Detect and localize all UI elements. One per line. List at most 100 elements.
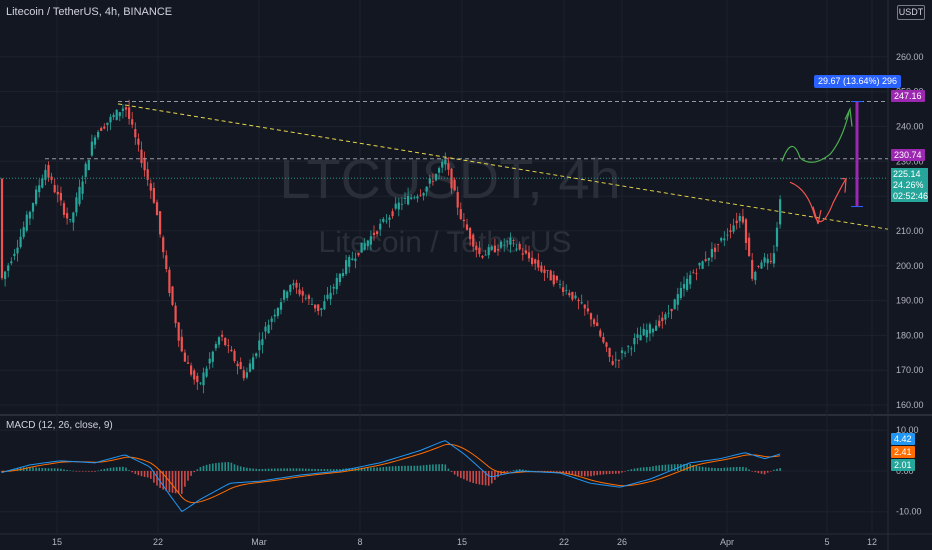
candle-body — [372, 232, 376, 236]
candle-body — [397, 202, 400, 210]
candle-body — [78, 186, 81, 205]
candle-body — [354, 258, 357, 261]
candle-body — [676, 294, 679, 305]
macd-histogram-bar — [94, 470, 96, 472]
macd-histogram-bar — [53, 468, 56, 471]
candle-body — [490, 246, 493, 250]
candle-body — [186, 362, 190, 364]
macd-histogram-bar — [627, 470, 629, 471]
macd-histogram-bar — [193, 470, 195, 473]
candle-body — [686, 278, 689, 290]
candle-body — [38, 185, 41, 193]
macd-line — [1, 440, 781, 513]
symbol-title[interactable]: Litecoin / TetherUS, 4h, BINANCE — [6, 6, 173, 18]
macd-histogram-bar — [100, 469, 102, 471]
macd-histogram-bar — [704, 467, 707, 471]
macd-histogram-bar — [580, 470, 583, 477]
candle-body — [642, 328, 645, 336]
candle-body — [106, 122, 109, 125]
candle-body — [382, 218, 385, 222]
time-tick-label: Mar — [251, 537, 267, 547]
candle-body — [487, 247, 490, 256]
candle-body — [608, 347, 611, 357]
candle-body — [704, 259, 707, 262]
candle-body — [639, 334, 642, 341]
macd-histogram-bar — [661, 464, 664, 471]
candle-body — [211, 351, 214, 362]
macd-histogram-bar — [618, 470, 620, 474]
macd-histogram-bar — [109, 467, 112, 471]
macd-histogram-bar — [267, 468, 270, 471]
macd-histogram-bar — [636, 468, 639, 471]
macd-histogram-bar — [407, 465, 409, 471]
candle-body — [97, 131, 100, 138]
candle-body — [304, 297, 307, 299]
macd-histogram-bar — [84, 470, 87, 472]
macd-histogram-bar — [562, 470, 564, 473]
candle-body — [56, 191, 59, 195]
candle-body — [503, 244, 506, 246]
macd-histogram-bar — [187, 470, 189, 481]
macd-histogram-bar — [481, 470, 484, 485]
candle-body — [7, 265, 10, 271]
candle-body — [419, 194, 422, 196]
macd-histogram-bar — [246, 467, 248, 471]
macd-histogram-bar — [363, 467, 366, 471]
macd-histogram-bar — [667, 464, 670, 471]
candle-body — [341, 273, 345, 277]
macd-histogram-bar — [630, 469, 633, 471]
candle-body — [562, 287, 565, 292]
candle-body — [620, 350, 624, 354]
candle-body — [128, 107, 131, 119]
candle-body — [174, 305, 177, 324]
candle-body — [227, 345, 230, 346]
macd-histogram-bar — [57, 468, 59, 471]
candle-body — [577, 299, 580, 302]
candle-body — [673, 299, 676, 310]
candle-body — [279, 302, 283, 310]
candle-body — [270, 318, 273, 322]
candle-body — [62, 203, 66, 215]
signal-line — [1, 443, 781, 504]
candle-body — [267, 324, 270, 334]
watermark-name: Litecoin / TetherUS — [319, 226, 572, 259]
macd-histogram-bar — [29, 466, 31, 471]
price-tick-label: 230.00 — [896, 156, 924, 166]
candles — [0, 99, 782, 394]
candle-body — [462, 219, 465, 222]
candle-body — [292, 283, 295, 286]
candle-body — [434, 173, 438, 181]
macd-histogram-bar — [391, 466, 394, 471]
macd-histogram-bar — [456, 470, 459, 477]
candle-body — [171, 286, 174, 305]
candle-body — [202, 372, 205, 386]
macd-histogram-bar — [277, 468, 279, 471]
candle-body — [360, 242, 363, 253]
candle-body — [242, 370, 245, 379]
candle-body — [298, 289, 301, 295]
time-tick-label: Apr — [720, 537, 734, 547]
macd-histogram-bar — [766, 470, 769, 473]
macd-histogram-bar — [125, 467, 127, 471]
candle-body — [689, 275, 692, 285]
macd-title[interactable]: MACD (12, 26, close, 9) — [6, 420, 113, 431]
candle-body — [400, 203, 403, 205]
macd-histogram-bar — [336, 469, 338, 471]
macd-histogram-bar — [497, 470, 499, 478]
currency-badge[interactable]: USDT — [897, 5, 925, 20]
candle-body — [456, 192, 459, 208]
macd-histogram-bar — [215, 463, 217, 471]
macd-histogram-bar — [47, 468, 50, 471]
candle-body — [469, 228, 472, 240]
candle-body — [252, 357, 255, 370]
macd-histogram-bar — [212, 463, 214, 471]
macd-histogram-bar — [559, 470, 561, 472]
candle-body — [385, 220, 388, 222]
macd-histogram-bar — [735, 467, 738, 471]
macd-histogram-bar — [1, 470, 3, 473]
candle-body — [475, 245, 478, 250]
candle-body — [10, 261, 13, 264]
price-tick-label: 190.00 — [896, 296, 924, 306]
candle-body — [558, 284, 562, 285]
